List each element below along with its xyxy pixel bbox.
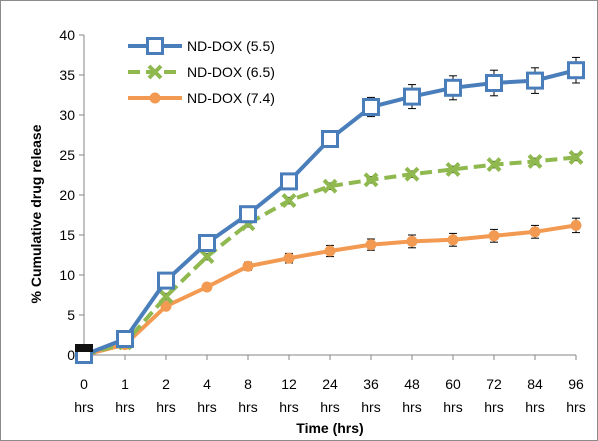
x-tick-label-unit: hrs (525, 399, 544, 415)
y-tick-label: 35 (59, 67, 75, 83)
y-tick-labels: 0 5 10 15 20 25 30 35 40 (59, 27, 75, 363)
x-tick-label: 48 (404, 376, 420, 392)
marker-square (444, 78, 462, 97)
marker-circle (149, 92, 161, 104)
x-tick-label: 36 (363, 376, 379, 392)
marker-x (158, 289, 174, 305)
marker-x (445, 161, 461, 177)
x-tick-label-unit: hrs (156, 399, 175, 415)
marker-circle (201, 281, 213, 293)
marker-square (239, 205, 257, 224)
x-tick-label: 0 (80, 376, 88, 392)
marker-square (485, 74, 503, 92)
x-tick-label: 24 (322, 376, 338, 392)
x-tick-label: 96 (568, 376, 584, 392)
marker-square (567, 61, 585, 80)
y-tick-label: 40 (59, 27, 75, 43)
x-tick-label-unit: hrs (238, 399, 257, 415)
marker-square (280, 172, 298, 191)
y-tick-label: 10 (59, 267, 75, 283)
marker-circle (160, 300, 172, 312)
marker-x (404, 166, 420, 182)
marker-circle (529, 226, 541, 238)
series-layer (75, 56, 585, 364)
legend-item: ND-DOX (7.4) (128, 90, 275, 106)
x-tick-labels: 0 hrs 1 hrs 2 hrs 4 hrs 8 hrs 12 hrs 24 hrs 36 hrs 48 hrs… (74, 376, 585, 415)
marker-x (486, 157, 502, 173)
x-tick-label: 4 (203, 376, 211, 392)
legend-label: ND-DOX (7.4) (187, 90, 275, 106)
legend-item: ND-DOX (6.5) (128, 64, 275, 80)
marker-x (363, 172, 379, 188)
x-tick-label-unit: hrs (361, 399, 380, 415)
x-tick-label-unit: hrs (320, 399, 339, 415)
marker-circle (283, 252, 295, 264)
y-tick-label: 30 (59, 107, 75, 123)
legend: ND-DOX (5.5) ND-DOX (6.5) ND-DOX (7.4) (128, 37, 275, 106)
x-tick-label-unit: hrs (197, 399, 216, 415)
marker-square (526, 71, 544, 90)
y-tick-label: 0 (67, 347, 75, 363)
x-axis-title: Time (hrs) (296, 420, 363, 436)
marker-circle (447, 234, 459, 246)
marker-square (146, 37, 164, 55)
marker-circle (406, 235, 418, 247)
marker-square (116, 330, 134, 348)
marker-x (322, 178, 338, 194)
x-tick-label-unit: hrs (484, 399, 503, 415)
x-tick-label-unit: hrs (115, 399, 134, 415)
x-tick-label: 60 (445, 376, 461, 392)
marker-x (281, 193, 297, 209)
marker-x (147, 64, 163, 80)
x-tick-label-unit: hrs (443, 399, 462, 415)
legend-item: ND-DOX (5.5) (128, 37, 275, 55)
series-nd-dox-5-5- (75, 56, 585, 364)
x-tick-label-unit: hrs (566, 399, 585, 415)
x-tick-label: 2 (162, 376, 170, 392)
marker-circle (488, 230, 500, 242)
x-tick-label: 72 (486, 376, 502, 392)
marker-circle (570, 219, 582, 231)
marker-x (199, 249, 215, 265)
y-tick-label: 20 (59, 187, 75, 203)
x-tick-label-unit: hrs (279, 399, 298, 415)
marker-x (568, 149, 584, 165)
y-tick-label: 5 (67, 307, 75, 323)
legend-label: ND-DOX (6.5) (187, 64, 275, 80)
x-tick-label: 1 (121, 376, 129, 392)
marker-x (527, 153, 543, 169)
x-tick-label: 12 (281, 376, 297, 392)
x-tick-label-unit: hrs (74, 399, 93, 415)
marker-square (321, 130, 339, 148)
origin-marker (75, 344, 93, 352)
legend-label: ND-DOX (5.5) (187, 38, 275, 54)
marker-square (362, 98, 380, 116)
x-tick-label: 8 (244, 376, 252, 392)
marker-circle (242, 260, 254, 272)
x-tick-label: 84 (527, 376, 543, 392)
y-tick-label: 15 (59, 227, 75, 243)
marker-square (198, 234, 216, 252)
y-tick-label: 25 (59, 147, 75, 163)
marker-circle (324, 245, 336, 257)
series-nd-dox-7-4- (78, 217, 582, 361)
marker-square (157, 271, 175, 290)
y-axis-title: % Cumulative drug release (28, 124, 44, 303)
x-tick-label-unit: hrs (402, 399, 421, 415)
marker-square (403, 87, 421, 106)
marker-circle (365, 239, 377, 251)
